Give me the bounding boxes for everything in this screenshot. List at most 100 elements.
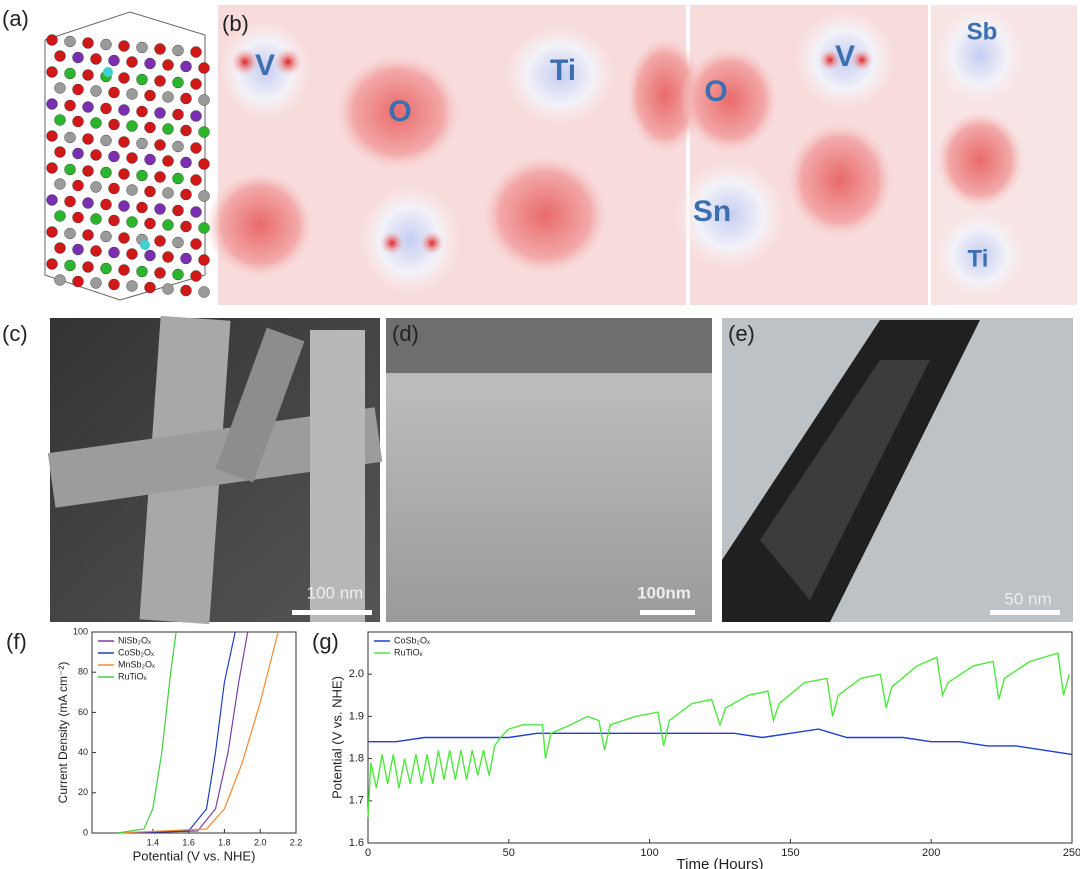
panel-label: (b) <box>222 11 249 36</box>
atom <box>64 163 76 176</box>
atom <box>100 230 112 243</box>
atom-label: Ti <box>968 245 989 272</box>
atom <box>154 107 166 119</box>
atom <box>118 72 130 84</box>
atom <box>198 286 210 298</box>
atom <box>72 83 84 96</box>
y-tick-label: 1.8 <box>349 753 364 765</box>
atom <box>46 34 58 46</box>
atom <box>136 265 148 278</box>
atom <box>46 194 58 206</box>
atom-label: O <box>388 95 411 128</box>
legend-label: NiSb₂Oₓ <box>118 635 151 645</box>
atom <box>54 114 66 126</box>
atom <box>172 108 184 121</box>
data-line <box>367 652 1070 818</box>
atom <box>198 158 210 170</box>
data-line <box>117 631 279 834</box>
atom <box>90 85 102 97</box>
charge-density-maps <box>205 5 1077 305</box>
atom <box>72 51 84 64</box>
atom <box>103 67 113 77</box>
atom <box>126 152 138 164</box>
x-tick-label: 250 <box>1063 847 1080 859</box>
atom <box>144 249 156 262</box>
atom <box>64 99 76 112</box>
atom <box>118 264 130 276</box>
atom <box>46 130 58 142</box>
atom <box>198 222 210 234</box>
atom <box>172 140 184 153</box>
y-tick-label: 1.9 <box>349 710 364 722</box>
atom <box>144 121 156 134</box>
atom <box>162 283 174 295</box>
x-axis-label: Potential (V vs. NHE) <box>133 848 256 863</box>
atom <box>108 150 120 163</box>
atom <box>190 78 202 90</box>
atom <box>126 216 138 228</box>
atom <box>136 105 148 118</box>
atom <box>72 211 84 224</box>
atom <box>108 214 120 227</box>
atom <box>136 73 148 86</box>
atom <box>108 278 120 291</box>
atom <box>144 217 156 230</box>
atom <box>100 38 112 51</box>
atom <box>154 203 166 215</box>
atom <box>64 227 76 240</box>
atom <box>126 120 138 132</box>
atom <box>154 171 166 183</box>
atom <box>108 246 120 259</box>
atom <box>108 86 120 99</box>
y-tick-label: 80 <box>78 667 88 677</box>
atom <box>172 76 184 89</box>
atom <box>64 195 76 208</box>
x-tick-label: 1.4 <box>147 837 160 847</box>
atom <box>172 44 184 57</box>
atom <box>90 53 102 65</box>
legend-label: CoSb₂Oₓ <box>394 635 430 645</box>
microscopy-images <box>47 315 1073 625</box>
atom-label: O <box>704 75 727 108</box>
atom <box>154 139 166 151</box>
atom <box>72 243 84 256</box>
legend-label: MnSb₂Oₓ <box>118 659 155 669</box>
atom-label: V <box>835 40 855 73</box>
atom-label: Sb <box>967 18 998 45</box>
atom <box>126 248 138 260</box>
atom-label: V <box>255 49 275 82</box>
atom <box>118 168 130 180</box>
y-tick-label: 0 <box>83 827 88 837</box>
x-tick-label: 100 <box>640 847 658 859</box>
atom <box>180 156 192 169</box>
atom <box>54 242 66 254</box>
y-tick-label: 40 <box>78 747 88 757</box>
atom <box>90 277 102 289</box>
atom <box>118 232 130 244</box>
atom <box>172 236 184 249</box>
atom <box>64 131 76 144</box>
atom-label: Sn <box>693 195 731 228</box>
y-tick-label: 1.7 <box>349 795 364 807</box>
y-tick-label: 1.6 <box>349 837 364 849</box>
atom <box>180 220 192 233</box>
atom <box>72 115 84 128</box>
panel-label: (c) <box>2 321 28 346</box>
atom <box>144 185 156 198</box>
x-tick-label: 1.6 <box>182 837 195 847</box>
atom <box>136 201 148 214</box>
scale-bar-label: 50 nm <box>1004 589 1051 608</box>
atom <box>180 124 192 137</box>
atom <box>100 262 112 275</box>
x-tick-label: 2.2 <box>290 837 303 847</box>
atom <box>180 188 192 201</box>
data-line <box>368 728 1073 756</box>
atom <box>136 137 148 150</box>
atom <box>126 56 138 68</box>
atom <box>82 101 94 113</box>
y-axis-label: Potential (V vs. NHE) <box>329 676 344 799</box>
atom <box>190 110 202 122</box>
x-tick-label: 150 <box>781 847 799 859</box>
atom <box>82 69 94 81</box>
